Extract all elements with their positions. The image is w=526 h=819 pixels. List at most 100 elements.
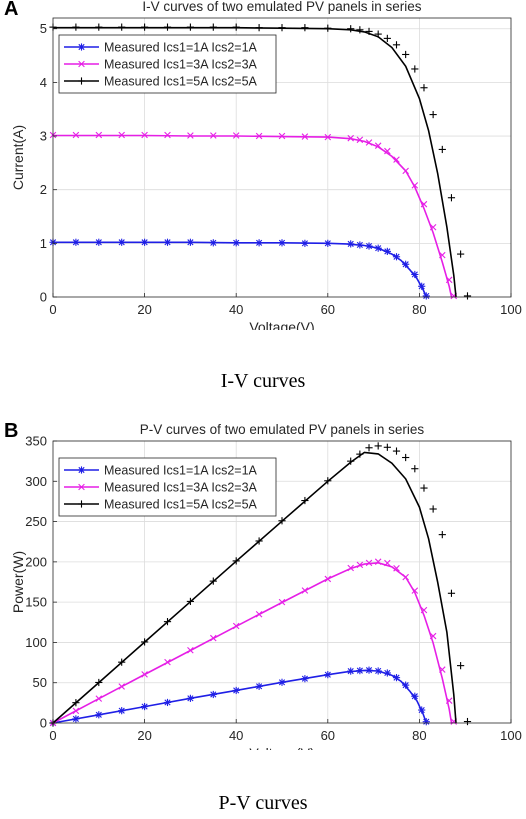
data-point-series-1 (418, 282, 426, 290)
data-point-series-1 (163, 238, 172, 246)
data-point-series-1 (186, 694, 194, 702)
data-point-series-3 (365, 27, 373, 36)
data-point-series-1 (347, 240, 355, 248)
x-tick-label: 20 (137, 728, 151, 743)
data-point-series-2 (255, 610, 263, 618)
legend-entry-2: Measured Ics1=3A Ics2=3A (104, 481, 258, 495)
series-line-3 (52, 451, 457, 724)
data-point-series-2 (72, 131, 80, 139)
data-point-series-2 (232, 622, 240, 630)
data-point-series-3 (347, 457, 355, 465)
data-point-series-3 (95, 678, 103, 687)
data-point-series-3 (324, 477, 332, 485)
data-point-series-3 (420, 84, 428, 92)
legend-marker-2 (78, 483, 85, 491)
data-point-series-1 (422, 718, 430, 726)
chart-title: P-V curves of two emulated PV panels in … (140, 422, 425, 437)
legend-box (58, 457, 277, 517)
x-tick-label: 0 (49, 728, 56, 743)
data-point-series-1 (392, 674, 401, 682)
data-point-series-2 (118, 683, 125, 690)
data-point-series-2 (347, 564, 354, 572)
data-point-series-1 (383, 247, 391, 255)
y-tick-label: 300 (25, 474, 47, 489)
series-line-2 (52, 561, 453, 724)
data-point-series-1 (374, 667, 382, 675)
data-point-series-2 (393, 156, 400, 163)
x-tick-label: 40 (229, 728, 243, 743)
y-tick-label: 350 (25, 434, 47, 449)
data-point-series-3 (186, 597, 194, 606)
data-point-series-1 (95, 711, 103, 719)
data-point-series-3 (301, 24, 309, 32)
data-point-series-3 (347, 25, 355, 33)
data-point-series-3 (463, 717, 472, 726)
data-point-series-3 (141, 638, 149, 646)
data-point-series-2 (141, 671, 148, 678)
data-point-series-1 (324, 671, 332, 679)
data-point-series-1 (356, 241, 364, 249)
data-point-series-3 (356, 450, 364, 458)
x-axis-label: Voltage(V) (249, 319, 314, 330)
x-tick-label: 100 (500, 302, 522, 317)
legend-entry-3: Measured Ics1=5A Ics2=5A (104, 498, 258, 512)
data-point-series-2 (347, 134, 354, 142)
legend-marker-3 (77, 77, 86, 85)
data-point-series-3 (118, 658, 126, 666)
data-point-series-1 (255, 682, 263, 690)
data-point-series-2 (411, 182, 419, 189)
data-point-series-2 (365, 559, 373, 567)
data-point-series-2 (439, 666, 446, 673)
y-tick-label: 5 (40, 21, 47, 36)
data-point-series-1 (209, 690, 217, 699)
y-tick-label: 200 (25, 554, 47, 569)
data-point-series-2 (210, 634, 217, 642)
legend-marker-2 (78, 60, 85, 68)
data-point-series-2 (72, 707, 80, 715)
y-tick-label: 0 (40, 716, 47, 731)
y-axis-label: Current(A) (10, 125, 26, 190)
data-point-series-2 (255, 132, 263, 140)
x-tick-label: 80 (412, 302, 426, 317)
data-point-series-1 (365, 666, 373, 674)
data-point-series-3 (429, 505, 437, 513)
data-point-series-2 (384, 147, 391, 155)
data-point-series-3 (356, 26, 364, 34)
data-point-series-2 (429, 632, 437, 640)
data-point-series-1 (402, 681, 410, 689)
data-point-series-2 (301, 133, 309, 140)
y-tick-label: 0 (40, 290, 47, 305)
legend: Measured Ics1=1A Ics2=1A Measured Ics1=3A… (58, 457, 277, 517)
caption-a: I-V curves (220, 370, 306, 392)
data-point-series-2 (95, 695, 103, 702)
x-tick-label: 100 (500, 728, 522, 743)
data-point-series-1 (118, 707, 126, 715)
data-point-series-3 (255, 24, 263, 32)
data-point-series-1 (301, 239, 309, 247)
y-tick-label: 2 (40, 182, 47, 197)
data-point-series-2 (420, 200, 428, 208)
data-point-series-3 (420, 484, 428, 492)
data-point-series-2 (356, 561, 364, 569)
legend-entry-1: Measured Ics1=1A Ics2=1A (104, 464, 258, 478)
data-point-series-3 (457, 250, 465, 258)
panel-label-b: B (4, 420, 19, 442)
data-point-series-2 (402, 573, 409, 581)
legend-marker-3 (77, 500, 86, 508)
axes-box (52, 17, 512, 298)
iv-chart: 0 20 40 60 80 100 0 1 2 3 4 5 I-V curves of two emul… (10, 0, 522, 330)
data-point-series-1 (383, 669, 391, 677)
data-point-series-3 (402, 453, 410, 462)
data-point-series-3 (463, 292, 472, 300)
data-point-series-3 (118, 23, 126, 31)
data-point-series-2 (402, 167, 409, 175)
data-point-series-1 (141, 702, 149, 711)
y-tick-label: 50 (33, 675, 47, 690)
data-point-series-2 (95, 131, 103, 139)
data-point-series-3 (255, 537, 263, 545)
data-point-series-3 (72, 23, 80, 31)
data-point-series-3 (447, 589, 456, 597)
data-point-series-2 (164, 131, 171, 139)
data-point-series-2 (445, 697, 453, 704)
legend-entry-1: Measured Ics1=1A Ics2=1A (104, 41, 258, 55)
